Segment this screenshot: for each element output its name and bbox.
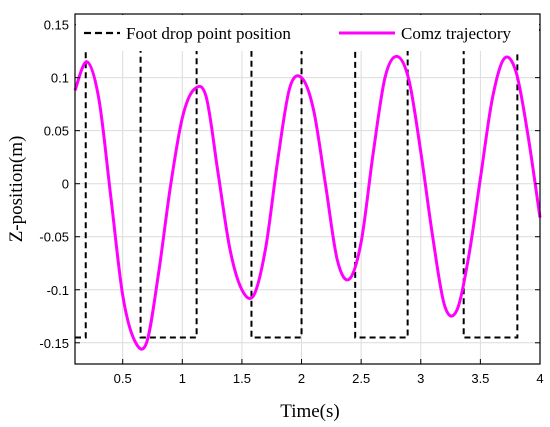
series-lines — [73, 28, 542, 351]
y-tick-label: 0 — [62, 177, 69, 192]
series-line-foot-drop — [75, 28, 540, 339]
x-tick-label: 2.5 — [352, 371, 370, 386]
x-tick-label: 1 — [179, 371, 186, 386]
axis-ticks: 0.5 1 1.5 2 2.5 3 3.5 4 -0.15 -0.1 -0.05 0 0.05 0.1 0.… — [39, 14, 544, 386]
y-tick-label: 0.1 — [51, 71, 69, 86]
legend-label-comz: Comz trajectory — [401, 24, 511, 43]
plot-frame — [74, 13, 541, 365]
legend: Foot drop point position Comz trajectory — [76, 15, 539, 51]
legend-box — [76, 15, 539, 51]
y-tick-label: -0.1 — [47, 283, 69, 298]
x-tick-label: 4 — [536, 371, 543, 386]
x-axis-label: Time(s) — [280, 401, 339, 422]
x-tick-label: 0.5 — [114, 371, 132, 386]
series-line-comz — [73, 54, 542, 351]
x-tick-label: 3.5 — [471, 371, 489, 386]
grid-lines — [75, 14, 541, 364]
y-tick-label: 0.05 — [44, 124, 69, 139]
x-tick-label: 2 — [298, 371, 305, 386]
y-tick-label: -0.15 — [39, 336, 69, 351]
legend-label-foot-drop: Foot drop point position — [126, 24, 291, 43]
y-axis-label: Z-position(m) — [6, 136, 27, 243]
x-tick-label: 3 — [417, 371, 424, 386]
y-tick-label: 0.15 — [44, 18, 69, 33]
y-tick-label: -0.05 — [39, 230, 69, 245]
x-tick-label: 1.5 — [233, 371, 251, 386]
